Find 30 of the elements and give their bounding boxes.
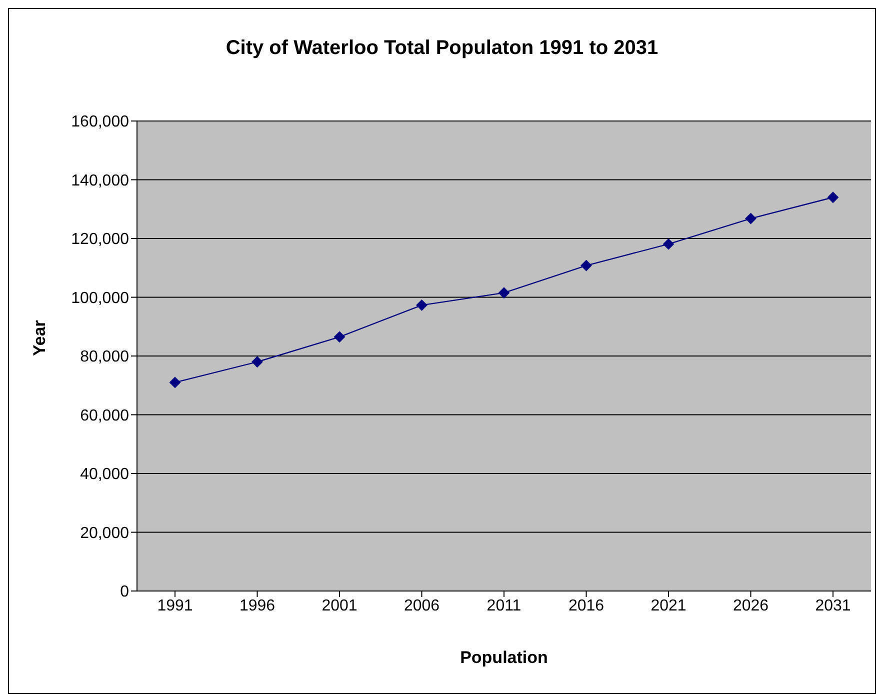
point	[416, 300, 428, 311]
y-axis-title: Year	[30, 320, 50, 356]
point	[828, 192, 838, 203]
y-tick-label: 140,000	[71, 172, 130, 190]
y-tick-label: 80,000	[80, 348, 130, 366]
x-axis-title: Population	[460, 648, 548, 667]
y-tick-label: 160,000	[71, 114, 130, 131]
x-tick-label: 2026	[732, 597, 769, 614]
y-tick-label: 120,000	[71, 231, 130, 248]
y-tick-label: 100,000	[71, 290, 130, 307]
x-tick-label: 2001	[322, 597, 358, 614]
point	[580, 260, 592, 272]
x-tick-label: 2021	[650, 597, 686, 614]
x-tick-label: 2031	[815, 597, 851, 614]
point	[498, 287, 510, 298]
y-tick-label: 0	[120, 584, 130, 601]
point	[663, 238, 674, 250]
point	[170, 376, 180, 388]
x-tick-label: 2016	[568, 597, 604, 614]
point	[334, 331, 345, 342]
chart-title: City of Waterloo Total Populaton 1991 to 2031	[224, 37, 660, 60]
x-tick-label: 2011	[486, 597, 522, 614]
point	[252, 356, 263, 368]
x-tick-label: 2006	[404, 597, 440, 614]
x-tick-label: 1991	[157, 597, 193, 614]
x-tick-label: 1996	[239, 597, 276, 614]
y-tick-label: 60,000	[80, 407, 130, 424]
y-tick-label: 20,000	[80, 524, 130, 542]
point	[745, 213, 756, 224]
y-tick-label: 40,000	[80, 466, 130, 484]
